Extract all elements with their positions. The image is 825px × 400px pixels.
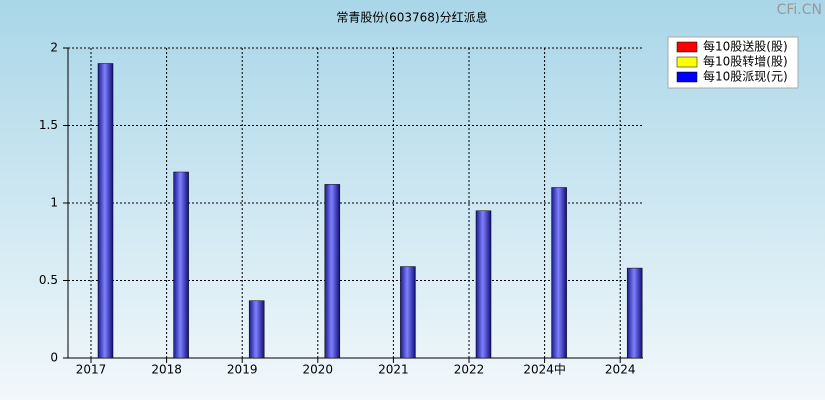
bar: [324, 184, 341, 359]
x-tick-label: 2024中: [523, 362, 566, 377]
x-tick-label: 2022: [454, 363, 485, 377]
bar: [248, 300, 265, 359]
y-tick-label: 2: [50, 41, 58, 55]
x-tick-label: 2024: [605, 363, 636, 377]
y-tick-label: 0: [50, 351, 58, 365]
legend-label: 每10股送股(股): [703, 39, 788, 54]
legend-label: 每10股派现(元): [703, 69, 788, 84]
y-tick-label: 1.5: [39, 118, 58, 132]
x-tick-label: 2021: [378, 363, 409, 377]
x-tick-label: 2020: [303, 363, 334, 377]
bar: [551, 187, 567, 359]
legend-swatch: [676, 71, 698, 83]
bar: [400, 266, 416, 359]
watermark: CFi.CN: [777, 2, 822, 18]
bar: [97, 63, 114, 359]
y-tick-label: 1: [50, 196, 58, 210]
x-tick-label: 2019: [227, 363, 258, 377]
bar: [626, 267, 643, 359]
legend-swatch: [676, 41, 698, 53]
bar: [173, 171, 189, 359]
x-tick-label: 2017: [76, 363, 107, 377]
chart-title: 常青股份(603768)分红派息: [336, 10, 487, 25]
legend-swatch: [676, 56, 698, 68]
bar: [475, 210, 492, 359]
x-tick-label: 2018: [151, 363, 182, 377]
y-tick-label: 0.5: [39, 273, 58, 287]
legend-label: 每10股转增(股): [703, 54, 788, 69]
